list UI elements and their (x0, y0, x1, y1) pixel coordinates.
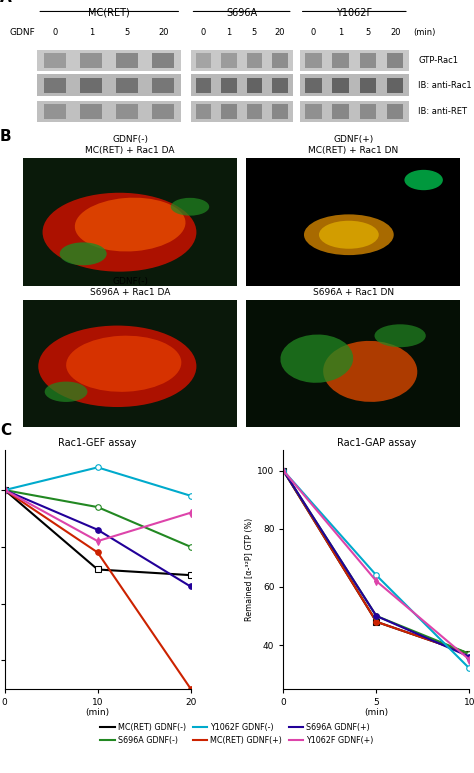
Bar (153, 53, 174, 67)
Text: IB: anti-Rac1: IB: anti-Rac1 (418, 80, 472, 90)
Text: 1: 1 (226, 28, 231, 37)
Ellipse shape (43, 192, 196, 271)
Bar (332, 53, 349, 67)
Text: GDNF(+): GDNF(+) (333, 277, 373, 286)
Text: 1: 1 (338, 28, 343, 37)
Text: GDNF(+): GDNF(+) (333, 135, 373, 144)
Bar (305, 104, 321, 119)
Bar (221, 104, 237, 119)
Text: 5: 5 (125, 28, 130, 37)
Bar (360, 53, 376, 67)
Bar (191, 74, 293, 96)
Bar (196, 77, 211, 93)
Text: C: C (0, 424, 11, 438)
Bar (305, 53, 321, 67)
Text: GDNF(-): GDNF(-) (112, 277, 148, 286)
Bar (153, 77, 174, 93)
Text: A: A (0, 0, 12, 5)
Ellipse shape (171, 198, 209, 216)
Bar (45, 53, 66, 67)
Bar (117, 53, 138, 67)
Bar (45, 77, 66, 93)
Text: 20: 20 (158, 28, 169, 37)
Ellipse shape (75, 198, 185, 251)
Bar (300, 49, 409, 71)
Bar (81, 77, 102, 93)
Bar (191, 100, 293, 122)
Bar (221, 53, 237, 67)
Title: Rac1-GEF assay: Rac1-GEF assay (58, 438, 137, 448)
Ellipse shape (323, 341, 417, 402)
Bar (221, 77, 237, 93)
Ellipse shape (319, 221, 379, 249)
Ellipse shape (304, 214, 394, 255)
Text: 5: 5 (365, 28, 371, 37)
Text: MC(RET): MC(RET) (88, 8, 130, 18)
Ellipse shape (374, 325, 426, 347)
Bar (37, 49, 181, 71)
Text: IB: anti-RET: IB: anti-RET (418, 107, 467, 116)
Bar (37, 100, 181, 122)
Text: Y1062F: Y1062F (336, 8, 373, 18)
Ellipse shape (45, 382, 87, 402)
Bar (300, 100, 409, 122)
Bar (300, 74, 409, 96)
Bar (272, 104, 288, 119)
Text: GDNF(-): GDNF(-) (112, 135, 148, 144)
X-axis label: (min): (min) (365, 708, 388, 717)
Ellipse shape (281, 335, 353, 383)
Bar (332, 104, 349, 119)
Bar (247, 53, 262, 67)
Text: GTP-Rac1: GTP-Rac1 (418, 56, 458, 65)
Bar (81, 104, 102, 119)
Bar (45, 104, 66, 119)
Bar (246, 158, 460, 286)
Bar (247, 77, 262, 93)
Ellipse shape (66, 335, 182, 392)
Ellipse shape (38, 325, 196, 407)
Bar (305, 77, 321, 93)
Title: Rac1-GAP assay: Rac1-GAP assay (337, 438, 416, 448)
Text: S696A: S696A (226, 8, 257, 18)
Bar (332, 77, 349, 93)
Ellipse shape (404, 170, 443, 190)
Text: S696A + Rac1 DA: S696A + Rac1 DA (90, 288, 170, 298)
Bar (81, 53, 102, 67)
Text: B: B (0, 129, 12, 144)
Bar (196, 104, 211, 119)
Bar (387, 77, 403, 93)
Text: 5: 5 (252, 28, 257, 37)
Bar (360, 104, 376, 119)
Bar (191, 49, 293, 71)
Legend: MC(RET) GDNF(-), S696A GDNF(-), Y1062F GDNF(-), MC(RET) GDNF(+), S696A GDNF(+), : MC(RET) GDNF(-), S696A GDNF(-), Y1062F G… (97, 720, 377, 748)
Bar (37, 74, 181, 96)
Ellipse shape (60, 243, 107, 265)
Y-axis label: Remained [α-³²P] GTP (%): Remained [α-³²P] GTP (%) (246, 518, 255, 621)
Bar (247, 104, 262, 119)
Text: 20: 20 (275, 28, 285, 37)
Bar (387, 104, 403, 119)
Bar (272, 53, 288, 67)
Text: (min): (min) (413, 28, 436, 37)
Bar (153, 104, 174, 119)
Bar (360, 77, 376, 93)
Bar (387, 53, 403, 67)
Bar (117, 104, 138, 119)
Text: 0: 0 (201, 28, 206, 37)
X-axis label: (min): (min) (86, 708, 109, 717)
Bar (196, 53, 211, 67)
Text: 0: 0 (311, 28, 316, 37)
Text: MC(RET) + Rac1 DN: MC(RET) + Rac1 DN (308, 146, 398, 155)
Bar (246, 300, 460, 427)
Text: 20: 20 (390, 28, 401, 37)
Bar (23, 300, 237, 427)
Bar (23, 158, 237, 286)
Text: 0: 0 (53, 28, 58, 37)
Text: MC(RET) + Rac1 DA: MC(RET) + Rac1 DA (85, 146, 175, 155)
Text: 1: 1 (89, 28, 94, 37)
Text: GDNF: GDNF (9, 28, 35, 37)
Bar (272, 77, 288, 93)
Bar (117, 77, 138, 93)
Text: S696A + Rac1 DN: S696A + Rac1 DN (312, 288, 394, 298)
